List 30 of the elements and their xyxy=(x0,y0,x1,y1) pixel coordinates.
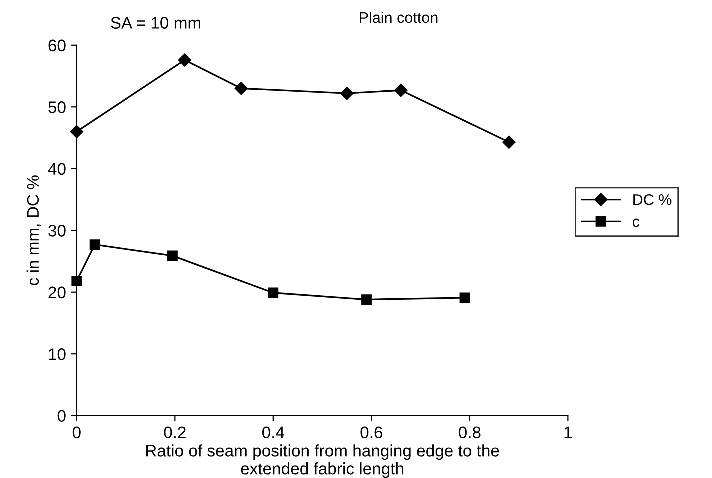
x-tick-label: 0.4 xyxy=(262,426,285,439)
point xyxy=(90,240,100,250)
x-tick-label: 0 xyxy=(72,426,81,439)
y-tick-label: 30 xyxy=(48,225,66,237)
y-tick-label: 40 xyxy=(48,163,66,176)
y-axis-title: c in mm, DC % xyxy=(26,176,42,286)
y-tick-label: 60 xyxy=(48,40,66,52)
text: SA = 10 mm xyxy=(111,17,201,29)
point xyxy=(362,294,372,305)
y-tick-label: 20 xyxy=(48,286,66,299)
point xyxy=(340,86,354,100)
y-tick-label: 50 xyxy=(48,102,66,114)
y-tick-label: 0 xyxy=(58,410,66,422)
x-tick-label: 1 xyxy=(564,426,572,438)
point xyxy=(167,250,178,262)
y-tick-label: 10 xyxy=(49,348,66,360)
x-tick-label: 0.2 xyxy=(164,426,186,439)
point xyxy=(234,82,248,96)
x-axis-title: Ratio of seam position from hanging edge to the extended fabric length xyxy=(146,444,500,478)
legend-label: DC % xyxy=(634,194,672,206)
point xyxy=(460,292,470,304)
chart-title: Plain cotton xyxy=(360,12,438,24)
point xyxy=(502,136,516,149)
point xyxy=(268,288,279,298)
x-tick-label: 0.6 xyxy=(360,426,383,439)
legend-label: c xyxy=(632,218,640,228)
point xyxy=(178,54,192,67)
x-tick-label: 0.8 xyxy=(458,426,481,439)
point xyxy=(72,276,82,286)
point xyxy=(394,84,408,98)
